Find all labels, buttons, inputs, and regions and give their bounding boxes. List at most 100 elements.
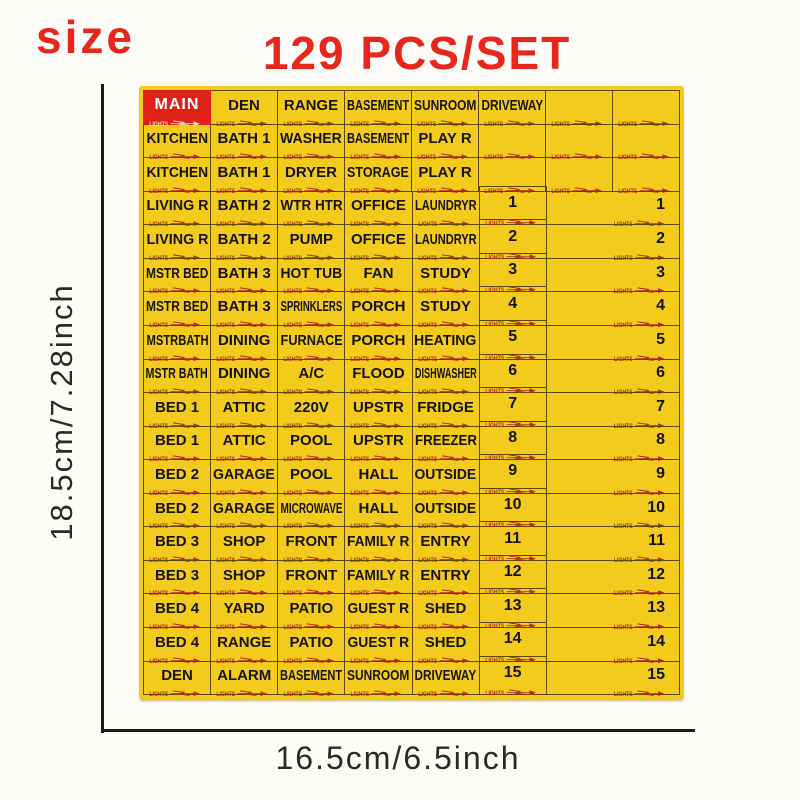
sticker-cell-label: FAMILY R LIGHTS xyxy=(344,559,413,597)
sticker-cell-label: PUMP LIGHTS xyxy=(277,224,346,262)
sticker-text: 4 xyxy=(656,297,665,315)
lights-arrow: LIGHTS xyxy=(147,416,204,429)
lights-arrow: LIGHTS xyxy=(483,617,540,630)
lights-arrow: LIGHTS xyxy=(348,416,405,429)
sticker-cell-wide-number: 8 LIGHTS xyxy=(545,425,680,463)
sticker-cell-label: 220V LIGHTS xyxy=(277,392,346,429)
lights-arrow: LIGHTS xyxy=(549,147,606,161)
svg-text:LIGHTS: LIGHTS xyxy=(485,287,504,293)
sticker-cell-wide-number: 7 LIGHTS xyxy=(545,392,680,429)
lights-arrow-icon: LIGHTS xyxy=(485,622,536,630)
sticker-text: BASEMENT xyxy=(346,96,410,114)
sticker-text: GUEST R xyxy=(347,633,410,651)
sticker-cell-label: LIVING R LIGHTS xyxy=(143,190,212,228)
sticker-cell-label: DEN LIGHTS xyxy=(143,660,212,698)
sticker-cell-label: ENTRY LIGHTS xyxy=(411,559,480,597)
sticker-row: DEN LIGHTS ALARM LIGHTS BASEMENT LIGHTS SUNROO… xyxy=(143,655,680,698)
lights-arrow: LIGHTS xyxy=(147,483,204,497)
sticker-cell-label: SUNROOM LIGHTS xyxy=(411,90,479,127)
lights-arrow: LIGHTS xyxy=(416,382,473,396)
sticker-text: OFFICE xyxy=(350,197,406,215)
sticker-row: LIVING R LIGHTS BATH 2 LIGHTS PUMP LIGHTS OFFI… xyxy=(143,219,680,262)
lights-arrow: LIGHTS xyxy=(348,248,405,262)
sticker-text: STORAGE xyxy=(347,163,409,181)
lights-arrow: LIGHTS xyxy=(348,349,405,362)
sticker-cell-label: SPRINKLERS LIGHTS xyxy=(277,291,346,329)
lights-arrow: LIGHTS xyxy=(416,617,473,631)
sticker-cell-wide-number: 14 LIGHTS xyxy=(545,627,680,664)
sticker-cell-label: LAUNDRYR LIGHTS xyxy=(411,224,480,262)
sticker-text: BED 4 xyxy=(154,633,200,651)
lights-arrow: LIGHTS xyxy=(348,684,405,698)
sticker-text: 7 xyxy=(508,395,518,413)
sticker-cell-label: MSTR BED LIGHTS xyxy=(143,291,212,329)
height-dimension-line xyxy=(101,84,104,733)
lights-arrow: LIGHTS xyxy=(607,483,673,497)
lights-arrow-icon: LIGHTS xyxy=(485,521,536,529)
lights-arrow: LIGHTS xyxy=(147,281,204,295)
lights-arrow: LIGHTS xyxy=(483,214,540,227)
sticker-text: OUTSIDE xyxy=(414,499,477,517)
sticker-text: 10 xyxy=(647,498,665,516)
sticker-text: BATH 1 xyxy=(217,163,271,181)
sticker-text: BED 3 xyxy=(154,533,200,551)
lights-arrow: LIGHTS xyxy=(483,281,540,294)
sticker-text: A/C xyxy=(298,365,325,383)
sticker-text: MSTR BATH xyxy=(145,365,209,383)
lights-arrow: LIGHTS xyxy=(416,214,473,228)
sticker-text: HEATING xyxy=(414,331,477,349)
lights-arrow: LIGHTS xyxy=(348,651,405,664)
svg-text:LIGHTS: LIGHTS xyxy=(485,489,504,495)
sticker-text: ENTRY xyxy=(420,533,471,551)
sticker-cell-label: SHED LIGHTS xyxy=(411,593,480,631)
lights-arrow-icon: LIGHTS xyxy=(485,286,536,294)
sticker-text: FREEZER xyxy=(414,432,477,450)
lights-arrow: LIGHTS xyxy=(348,483,405,497)
sticker-cell-wide-number: 13 LIGHTS xyxy=(545,593,680,631)
sticker-text: POOL xyxy=(290,465,333,483)
sticker-text: FAMILY R xyxy=(347,533,410,551)
lights-arrow: LIGHTS xyxy=(214,483,271,497)
lights-arrow: LIGHTS xyxy=(348,315,405,329)
lights-arrow-icon: LIGHTS xyxy=(485,555,536,563)
sticker-text: FAN xyxy=(363,264,394,282)
svg-text:LIGHTS: LIGHTS xyxy=(485,220,504,226)
sticker-text: ATTIC xyxy=(222,398,266,416)
sticker-cell-wide-number: 12 LIGHTS xyxy=(545,559,680,597)
sticker-text: BATH 1 xyxy=(217,130,271,148)
sticker-text: 2 xyxy=(508,227,518,245)
lights-arrow: LIGHTS xyxy=(147,382,204,396)
sticker-cell-label: OUTSIDE LIGHTS xyxy=(411,459,480,497)
lights-arrow: LIGHTS xyxy=(415,181,472,194)
lights-arrow: LIGHTS xyxy=(281,315,338,329)
lights-arrow: LIGHTS xyxy=(281,516,338,530)
sticker-cell-wide-number: 10 LIGHTS xyxy=(545,492,680,530)
sticker-cell-blank: LIGHTS xyxy=(612,157,680,194)
sticker-cell-label: WTR HTR LIGHTS xyxy=(277,190,346,228)
lights-arrow: LIGHTS xyxy=(147,147,204,161)
sticker-cell-label: DINING LIGHTS xyxy=(210,324,279,362)
sticker-sheet: MAIN LIGHTS DEN LIGHTS RANGE LIGHTS BASEMENT LI… xyxy=(139,86,684,699)
width-dimension-label: 16.5cm/6.5inch xyxy=(275,740,521,776)
lights-arrow-icon: LIGHTS xyxy=(485,488,536,496)
lights-arrow: LIGHTS xyxy=(147,349,204,362)
sticker-cell-number: 15 LIGHTS xyxy=(478,655,547,697)
sticker-cell-label: BASEMENT LIGHTS xyxy=(344,90,412,127)
lights-arrow: LIGHTS xyxy=(482,181,539,194)
sticker-text: 5 xyxy=(656,330,665,348)
lights-arrow-icon: LIGHTS xyxy=(485,689,536,697)
lights-arrow: LIGHTS xyxy=(416,550,473,564)
lights-arrow-icon: LIGHTS xyxy=(485,588,536,596)
sticker-text: WTR HTR xyxy=(280,197,343,215)
svg-text:LIGHTS: LIGHTS xyxy=(485,623,504,629)
lights-arrow: LIGHTS xyxy=(348,617,405,631)
sticker-text: 3 xyxy=(656,263,665,281)
sticker-text: PATIO xyxy=(289,633,334,651)
sticker-row: MSTR BED LIGHTS BATH 3 LIGHTS SPRINKLERS LIGH… xyxy=(143,286,680,329)
sticker-cell-main: MAIN LIGHTS xyxy=(143,90,211,127)
sticker-text: BED 1 xyxy=(154,398,200,416)
lights-arrow: LIGHTS xyxy=(607,349,673,362)
lights-arrow: LIGHTS xyxy=(214,416,271,429)
sticker-cell-label: LAUNDRYR LIGHTS xyxy=(411,190,480,228)
lights-arrow: LIGHTS xyxy=(607,281,673,295)
